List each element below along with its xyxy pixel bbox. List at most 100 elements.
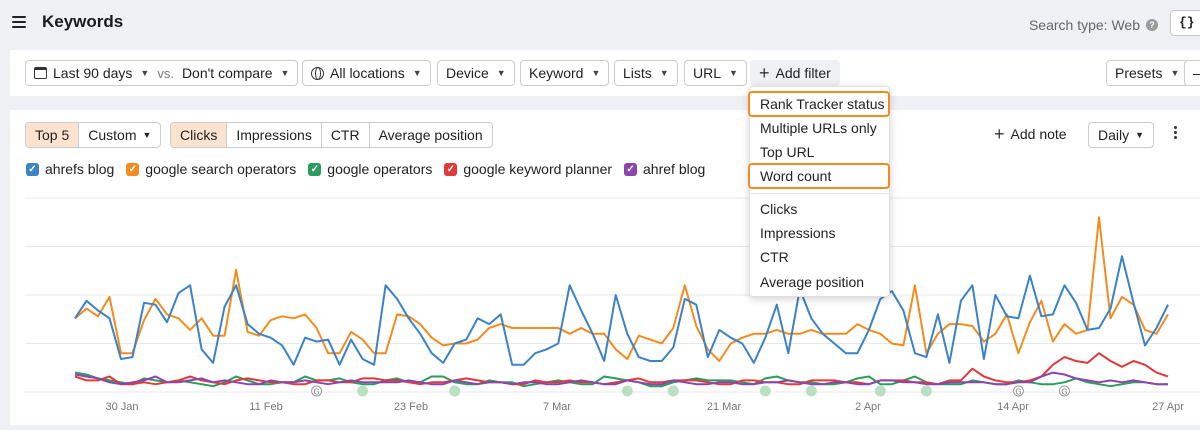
- add-filter-menu: Rank Tracker status Multiple URLs only Top…: [748, 86, 890, 297]
- legend-label: google operators: [327, 161, 433, 177]
- series-line-ahrefs-blog: [74, 255, 1169, 366]
- chevron-down-icon: ▼: [591, 68, 601, 78]
- calendar-icon: [34, 67, 47, 79]
- device-button[interactable]: Device ▼: [437, 60, 515, 86]
- help-icon[interactable]: ?: [1146, 19, 1158, 31]
- device-label: Device: [446, 65, 489, 81]
- search-type-label: Search type: Web ?: [1029, 17, 1158, 33]
- top-selector: Top 5 Custom ▼: [25, 122, 162, 148]
- add-filter-button[interactable]: + Add filter: [750, 60, 840, 86]
- chevron-down-icon: ▼: [496, 68, 506, 78]
- checkbox-icon[interactable]: ✓: [444, 162, 458, 176]
- menu-item-impressions[interactable]: Impressions: [760, 225, 836, 241]
- url-button[interactable]: URL ▼: [684, 60, 747, 86]
- annotation-marker: [311, 385, 323, 397]
- date-range-button[interactable]: Last 90 days ▼ vs. Don't compare ▼: [25, 60, 299, 86]
- menu-item-top-url[interactable]: Top URL: [760, 144, 815, 160]
- menu-item-multiple-urls-only[interactable]: Multiple URLs only: [760, 120, 877, 136]
- x-tick-label: 14 Apr: [997, 401, 1029, 413]
- lists-button[interactable]: Lists ▼: [614, 60, 678, 86]
- lists-label: Lists: [623, 65, 652, 81]
- annotation-marker: [920, 385, 932, 397]
- tab-average-position[interactable]: Average position: [378, 127, 483, 143]
- tab-clicks[interactable]: Clicks: [171, 123, 228, 147]
- chevron-down-icon: ▼: [729, 68, 738, 78]
- tab-custom[interactable]: Custom ▼: [79, 123, 160, 147]
- interval-select[interactable]: Daily ▼: [1088, 122, 1155, 148]
- legend-label: google search operators: [145, 161, 297, 177]
- menu-item-average-position[interactable]: Average position: [760, 274, 865, 290]
- add-note-button[interactable]: + Add note: [994, 124, 1067, 144]
- chevron-down-icon: ▼: [659, 68, 669, 78]
- x-tick-label: 23 Feb: [394, 401, 428, 413]
- date-range-label: Last 90 days: [53, 65, 133, 81]
- hamburger-menu-icon[interactable]: [12, 16, 26, 28]
- interval-label: Daily: [1098, 127, 1130, 143]
- keyword-button[interactable]: Keyword ▼: [520, 60, 610, 86]
- checkbox-icon[interactable]: ✓: [624, 162, 638, 176]
- annotation-label: G: [313, 388, 319, 397]
- annotation-label: G: [1061, 388, 1067, 397]
- annotation-marker: [449, 385, 461, 397]
- plus-icon: +: [759, 63, 770, 83]
- filter-bar: Last 90 days ▼ vs. Don't compare ▼ All l…: [10, 50, 1200, 96]
- annotation-marker: [667, 385, 679, 397]
- menu-item-ctr[interactable]: CTR: [760, 249, 789, 265]
- more-options-icon[interactable]: [1174, 126, 1178, 141]
- chevron-down-icon: ▼: [1135, 130, 1145, 140]
- tab-ctr[interactable]: CTR: [322, 123, 370, 147]
- annotation-label: G: [1015, 388, 1021, 397]
- annotation-marker: [1012, 385, 1024, 397]
- top-bar: Keywords Search type: Web ? {}: [0, 0, 1200, 48]
- x-tick-label: 27 Apr: [1152, 401, 1184, 413]
- chevron-down-icon: ▼: [1170, 68, 1180, 78]
- chart-panel: Top 5 Custom ▼ Clicks Impressions CTR Av…: [10, 110, 1200, 425]
- compare-label: Don't compare: [181, 65, 273, 81]
- legend-label: google keyword planner: [463, 161, 613, 177]
- api-button[interactable]: {}: [1170, 10, 1200, 36]
- series-line-google-search-operators: [74, 216, 1169, 362]
- x-tick-label: 21 Mar: [707, 401, 742, 413]
- menu-item-rank-tracker-status[interactable]: Rank Tracker status: [748, 91, 890, 117]
- legend-label: ahrefs blog: [45, 161, 115, 177]
- legend-item[interactable]: ✓ ahref blog: [624, 161, 705, 177]
- search-type-text: Search type: Web: [1028, 17, 1140, 33]
- x-tick-label: 7 Mar: [543, 401, 571, 413]
- presets-label: Presets: [1115, 65, 1163, 81]
- x-tick-label: 30 Jan: [105, 401, 138, 413]
- annotation-marker: [805, 385, 817, 397]
- annotation-marker: [1058, 385, 1070, 397]
- menu-item-clicks[interactable]: Clicks: [760, 201, 798, 217]
- clicks-line-chart: G G G 30 Jan 11 Feb 23 Feb 7 Mar 21 Mar 2 Apr 14 …: [25, 197, 1200, 413]
- legend-item[interactable]: ✓ google search operators: [126, 161, 296, 177]
- url-label: URL: [693, 65, 722, 81]
- annotation-marker: [357, 385, 369, 397]
- checkbox-icon[interactable]: ✓: [308, 162, 322, 176]
- locations-button[interactable]: All locations ▼: [302, 60, 431, 86]
- page-title: Keywords: [42, 12, 124, 31]
- annotation-marker: [874, 385, 886, 397]
- x-tick-label: 11 Feb: [249, 401, 282, 413]
- legend-label: ahref blog: [643, 161, 706, 177]
- legend-item[interactable]: ✓ ahrefs blog: [26, 161, 114, 177]
- vs-label: vs.: [157, 65, 174, 81]
- tab-top-5[interactable]: Top 5: [26, 123, 80, 147]
- checkbox-icon[interactable]: ✓: [26, 162, 39, 176]
- x-tick-label: 2 Apr: [855, 401, 881, 413]
- legend-item[interactable]: ✓ google keyword planner: [444, 161, 612, 177]
- checkbox-icon[interactable]: ✓: [126, 162, 140, 176]
- presets-button[interactable]: Presets ▼: [1106, 60, 1189, 86]
- annotation-marker: [621, 385, 633, 397]
- chevron-down-icon: ▼: [140, 68, 150, 78]
- add-filter-label: Add filter: [775, 65, 831, 81]
- series-line-ahref-blog: [74, 371, 1168, 386]
- annotation-marker: [759, 385, 771, 397]
- minus-icon: –: [1193, 65, 1200, 81]
- legend-item[interactable]: ✓ google operators: [308, 161, 432, 177]
- add-note-label: Add note: [1010, 126, 1067, 142]
- tab-impressions[interactable]: Impressions: [227, 123, 322, 147]
- locations-label: All locations: [330, 65, 405, 81]
- more-presets-button[interactable]: –: [1184, 60, 1200, 86]
- menu-item-word-count[interactable]: Word count: [748, 163, 890, 189]
- plus-icon: +: [994, 124, 1005, 144]
